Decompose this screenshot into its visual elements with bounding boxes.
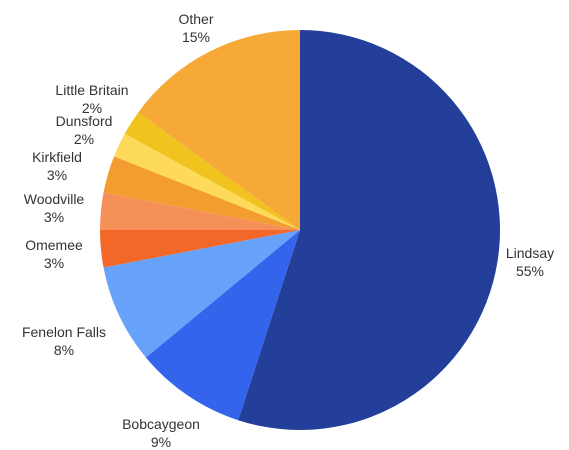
slice-percent-little-britain: 2% [82, 100, 102, 116]
slice-percent-dunsford: 2% [74, 131, 94, 147]
pie-slice-bobcaygeon [145, 230, 300, 421]
pie-slice-fenelon-falls [103, 230, 300, 358]
slice-label-lindsay: Lindsay [506, 245, 554, 261]
pie-slice-omemee [100, 230, 300, 268]
pie-slice-little-britain [124, 112, 301, 230]
slices-layer [99, 30, 501, 431]
slice-percent-fenelon-falls: 8% [54, 342, 74, 358]
slice-percent-bobcaygeon: 9% [151, 434, 171, 450]
slice-label-little-britain: Little Britain [55, 82, 128, 98]
slice-label-dunsford: Dunsford [56, 113, 113, 129]
slice-percent-lindsay: 55% [516, 263, 544, 279]
slice-percent-other: 15% [182, 29, 210, 45]
pie-slice-other [138, 30, 300, 230]
slice-label-kirkfield: Kirkfield [32, 149, 82, 165]
slice-label-bobcaygeon: Bobcaygeon [122, 416, 200, 432]
slice-percent-woodville: 3% [44, 209, 64, 225]
pie-slice-kirkfield [103, 156, 300, 230]
pie-slice-lindsay [238, 30, 501, 431]
slice-percent-omemee: 3% [44, 255, 64, 271]
slice-label-omemee: Omemee [25, 237, 83, 253]
slice-label-fenelon-falls: Fenelon Falls [22, 324, 106, 340]
pie-slice-woodville [99, 192, 300, 230]
pie-slice-dunsford [114, 133, 300, 230]
slice-label-other: Other [178, 11, 213, 27]
slice-percent-kirkfield: 3% [47, 167, 67, 183]
labels-layer: Lindsay 55% Bobcaygeon 9% Fenelon Falls 8% Ome… [22, 11, 554, 450]
slice-label-woodville: Woodville [24, 191, 85, 207]
